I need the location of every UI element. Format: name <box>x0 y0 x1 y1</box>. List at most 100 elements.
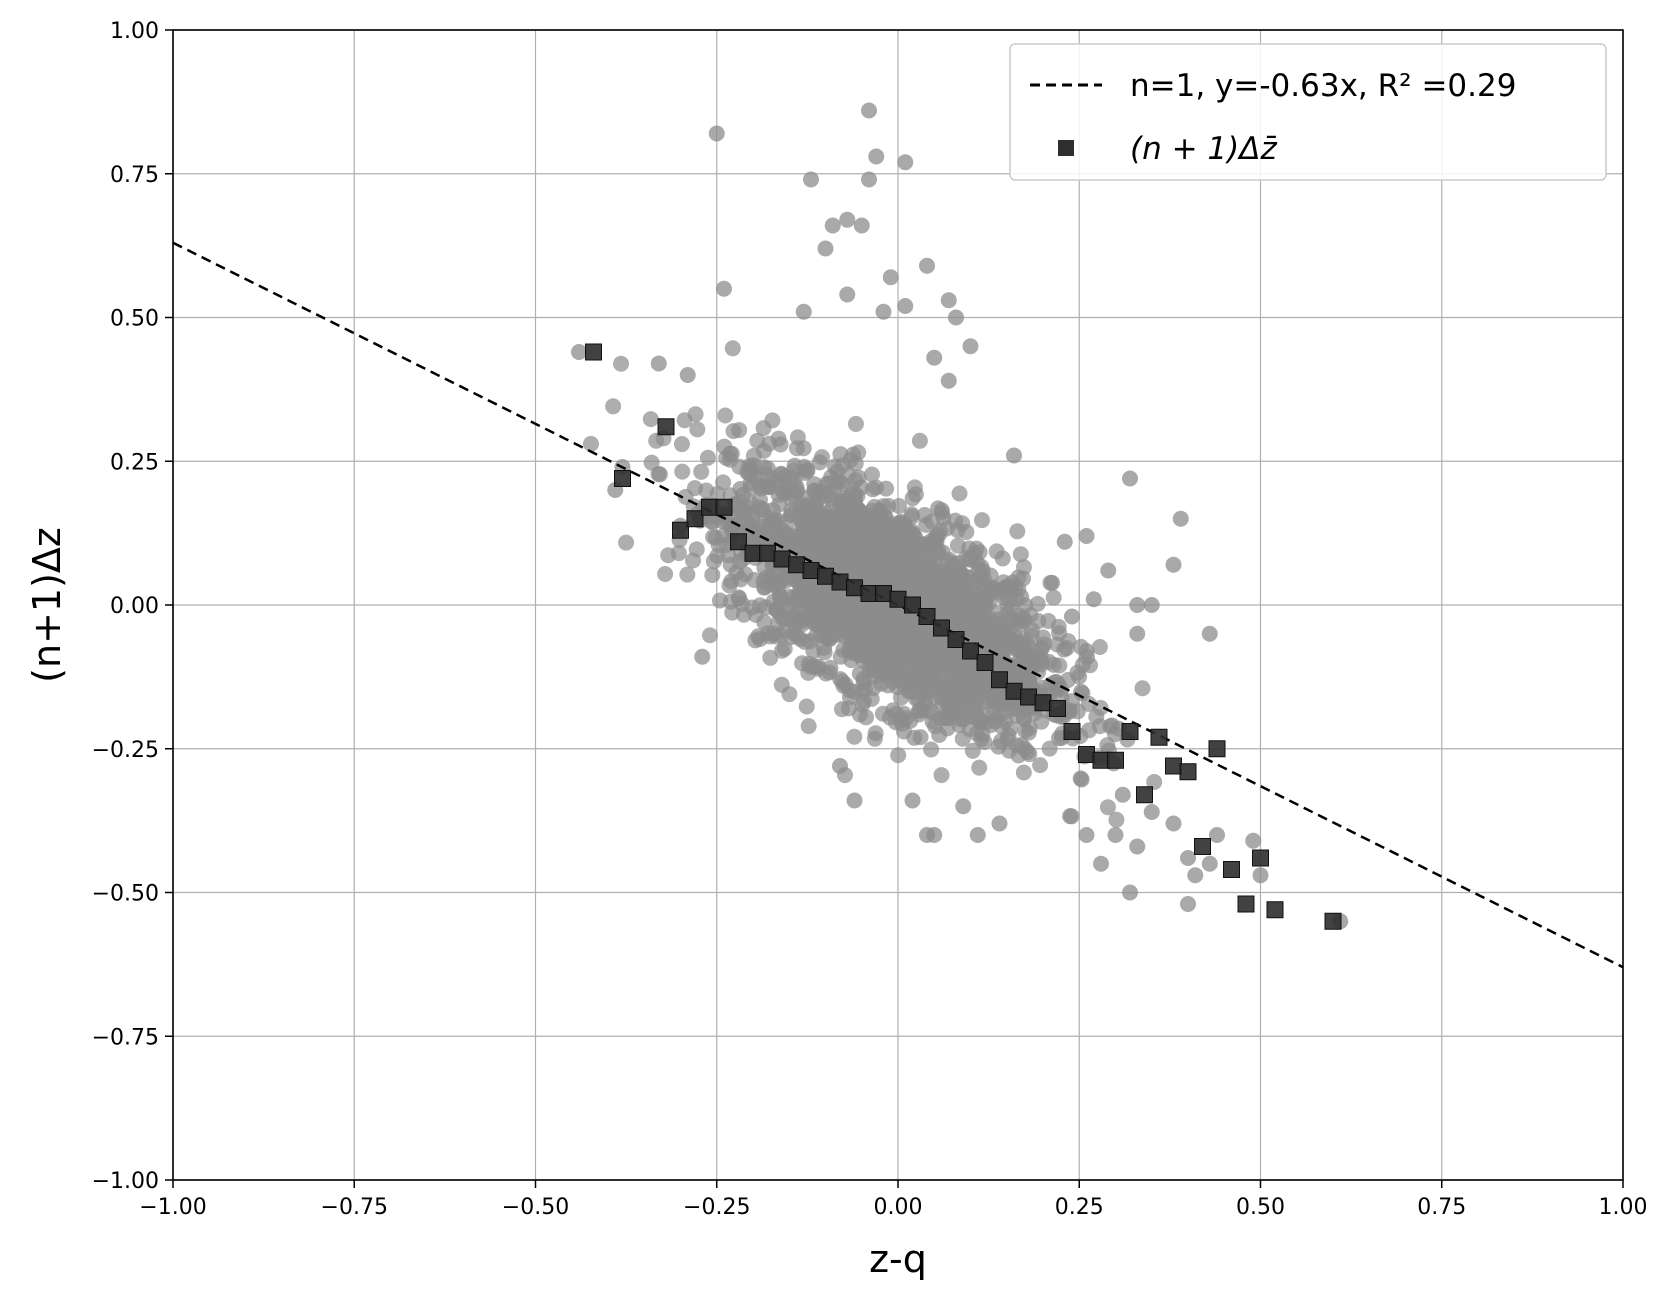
scatter-point <box>804 578 821 595</box>
x-tick-label: 0.50 <box>1236 1195 1285 1220</box>
scatter-point <box>841 682 858 699</box>
scatter-point <box>725 423 742 440</box>
scatter-point <box>790 539 807 556</box>
scatter-point <box>1051 625 1068 642</box>
scatter-point <box>1108 811 1125 828</box>
scatter-point <box>1107 827 1124 843</box>
scatter-point <box>895 675 912 692</box>
y-axis-label: (n+1)Δz <box>25 527 69 683</box>
x-tick-label: −0.50 <box>502 1195 569 1220</box>
scatter-point <box>890 747 907 764</box>
scatter-point <box>660 547 677 564</box>
scatter-point <box>906 479 923 496</box>
scatter-point <box>940 372 957 389</box>
scatter-point <box>824 217 841 234</box>
x-tick-label: −0.25 <box>683 1195 750 1220</box>
scatter-point <box>1064 608 1080 625</box>
scatter-point <box>1143 597 1160 613</box>
scatter-point <box>933 767 950 784</box>
scatter-point <box>699 449 716 466</box>
binned-point <box>802 562 820 579</box>
binned-point <box>1049 700 1066 717</box>
fit-line-layer <box>172 241 1624 969</box>
binned-point <box>730 533 747 551</box>
binned-point <box>614 470 631 487</box>
scatter-point <box>875 303 892 320</box>
scatter-point <box>926 827 943 843</box>
scatter-point <box>822 659 839 676</box>
scatter-point <box>613 355 630 372</box>
scatter-point <box>1019 635 1036 652</box>
scatter-point <box>707 529 724 546</box>
y-tick-label: 1.00 <box>110 19 159 44</box>
scatter-point <box>897 635 914 652</box>
scatter-point <box>881 635 898 652</box>
scatter-point <box>1045 589 1062 606</box>
scatter-point <box>846 728 863 745</box>
scatter-point <box>687 406 704 423</box>
scatter-point <box>723 445 740 462</box>
y-tick-label: −1.00 <box>92 1169 159 1194</box>
scatter-point <box>964 708 981 725</box>
scatter-point <box>892 652 909 669</box>
scatter-point <box>679 566 696 583</box>
y-tick-label: 0.75 <box>110 163 159 188</box>
scatter-point <box>657 565 674 582</box>
binned-point <box>1107 751 1124 769</box>
y-tick-label: −0.25 <box>92 738 159 763</box>
scatter-point <box>1007 699 1024 716</box>
scatter-point <box>811 454 828 471</box>
scatter-point <box>1063 808 1080 825</box>
scatter-point <box>935 509 952 526</box>
scatter-point <box>951 485 968 502</box>
scatter-point <box>939 602 956 619</box>
scatter-point <box>1245 832 1262 849</box>
scatter-point <box>1122 470 1138 487</box>
binned-point <box>904 596 921 614</box>
scatter-point <box>930 542 947 559</box>
scatter-point <box>917 642 934 659</box>
scatter-point <box>800 718 817 735</box>
scatter-point <box>673 436 690 453</box>
scatter-point <box>693 463 710 480</box>
scatter-point <box>860 649 877 666</box>
scatter-point <box>642 411 659 428</box>
scatter-point <box>925 666 942 683</box>
scatter-point <box>955 798 972 815</box>
scatter-point <box>1146 773 1163 790</box>
scatter-point <box>688 541 705 558</box>
scatter-point <box>802 658 819 675</box>
scatter-point <box>756 579 773 596</box>
scatter-point <box>732 480 749 497</box>
scatter-point <box>948 309 964 326</box>
scatter-point <box>1122 884 1138 901</box>
scatter-point <box>795 303 812 320</box>
scatter-point <box>862 562 879 579</box>
binned-point <box>1136 786 1153 804</box>
scatter-point <box>1114 786 1131 803</box>
scatter-point <box>745 457 762 474</box>
binned-point <box>1208 740 1226 758</box>
scatter-point <box>846 496 863 513</box>
scatter-point <box>809 503 826 520</box>
scatter-point <box>1107 726 1124 743</box>
binned-point <box>585 343 602 361</box>
scatter-point <box>774 642 791 659</box>
binned-point <box>1237 895 1255 913</box>
scatter-point <box>829 510 846 527</box>
binned-point <box>701 498 718 516</box>
binned-point <box>846 579 863 597</box>
scatter-point <box>694 648 711 665</box>
scatter-point <box>841 640 858 657</box>
scatter-point <box>821 631 838 648</box>
scatter-point <box>992 733 1009 750</box>
scatter-point <box>973 731 990 748</box>
scatter-point <box>1009 523 1026 540</box>
legend-binned-marker <box>1058 140 1074 156</box>
scatter-point <box>911 432 928 449</box>
scatter-point <box>571 344 587 360</box>
scatter-point <box>880 497 897 514</box>
scatter-point <box>722 593 739 610</box>
scatter-point <box>1165 815 1182 832</box>
scatter-point <box>605 398 622 415</box>
